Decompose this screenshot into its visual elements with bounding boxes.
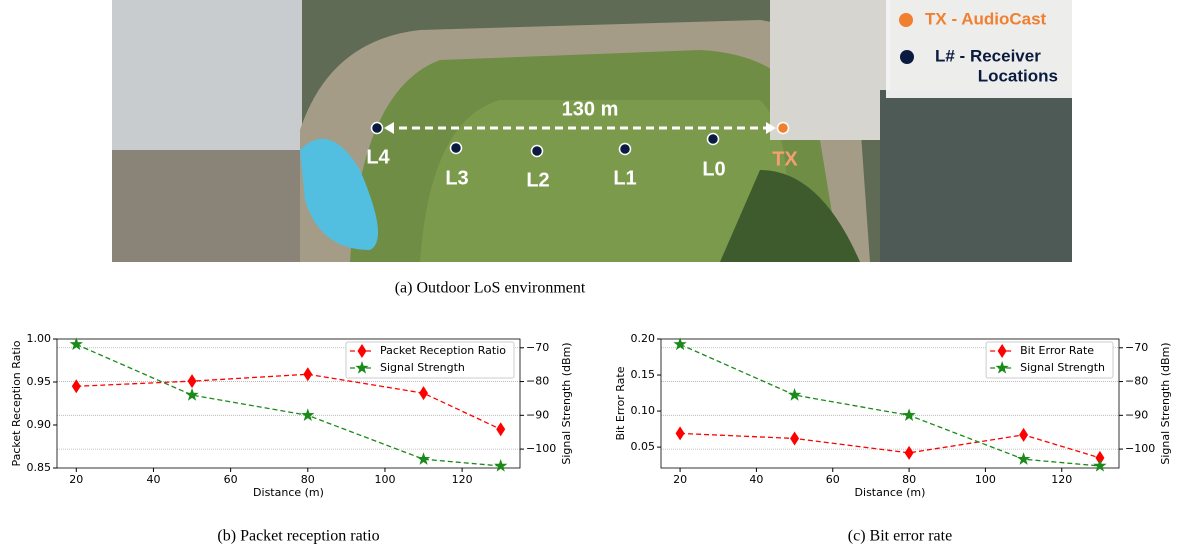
x-tick-label: 120 bbox=[452, 473, 473, 486]
location-label: L2 bbox=[526, 169, 549, 191]
y-axis-title: Packet Reception Ratio bbox=[10, 340, 23, 466]
y2-tick-label: −90 bbox=[1125, 408, 1148, 421]
legend-tx: TX - AudioCast bbox=[925, 9, 1047, 28]
x-tick-label: 80 bbox=[902, 473, 916, 486]
legend-marker bbox=[997, 344, 1007, 358]
location-label: L4 bbox=[366, 146, 390, 168]
distance-label: 130 m bbox=[562, 98, 619, 120]
y2-tick-label: −70 bbox=[526, 341, 549, 354]
x-tick-label: 120 bbox=[1051, 473, 1072, 486]
x-tick-label: 100 bbox=[374, 473, 395, 486]
x-tick-label: 40 bbox=[146, 473, 160, 486]
x-tick-label: 80 bbox=[301, 473, 315, 486]
caption: (c) Bit error rate bbox=[848, 528, 952, 545]
data-point bbox=[71, 379, 81, 394]
legend-box bbox=[345, 341, 515, 379]
x-tick-label: 60 bbox=[826, 473, 840, 486]
location-label: L0 bbox=[702, 158, 725, 180]
data-point bbox=[496, 422, 506, 437]
data-point bbox=[787, 388, 802, 401]
series-line bbox=[680, 432, 1101, 459]
location-label: L1 bbox=[613, 167, 636, 189]
x-tick-label: 40 bbox=[749, 473, 763, 486]
data-point bbox=[1095, 450, 1105, 465]
y2-tick-label: −80 bbox=[1125, 375, 1148, 388]
legend-label: Signal Strength bbox=[380, 361, 465, 374]
legend-marker bbox=[995, 361, 1009, 374]
x-axis-title: Distance (m) bbox=[855, 486, 926, 499]
legend: Packet Reception Ratio Signal Strength bbox=[345, 341, 515, 379]
x-tick-label: 100 bbox=[975, 473, 996, 486]
plot-frame bbox=[660, 338, 1120, 469]
data-point bbox=[494, 458, 508, 472]
data-point bbox=[187, 374, 197, 389]
y2-tick-label: −90 bbox=[526, 408, 549, 421]
caption: (a) Outdoor LoS environment bbox=[395, 280, 586, 297]
y-tick-label: 0.95 bbox=[27, 375, 52, 388]
y2-axis-title: Signal Strength (dBm) bbox=[560, 342, 573, 464]
x-tick-label: 20 bbox=[69, 473, 83, 486]
data-point bbox=[1019, 427, 1029, 442]
y2-tick-label: −100 bbox=[526, 442, 556, 455]
aerial-photo bbox=[112, 0, 1072, 262]
y-tick-label: 1.00 bbox=[27, 332, 52, 345]
series-line bbox=[76, 373, 501, 430]
legend: Bit Error Rate Signal Strength bbox=[985, 341, 1114, 379]
y-tick-label: 0.90 bbox=[27, 418, 52, 431]
data-point bbox=[185, 388, 199, 401]
data-point bbox=[69, 337, 83, 351]
data-point bbox=[673, 337, 687, 351]
legend-marker bbox=[357, 344, 367, 358]
location-label: L3 bbox=[445, 167, 468, 189]
legend-box bbox=[985, 341, 1114, 379]
legend-label: Packet Reception Ratio bbox=[380, 344, 506, 357]
legend-marker bbox=[355, 361, 369, 374]
data-point bbox=[790, 431, 800, 446]
data-point bbox=[419, 386, 429, 401]
data-point bbox=[416, 452, 431, 465]
legend-label: Bit Error Rate bbox=[1020, 344, 1094, 357]
data-point bbox=[303, 367, 313, 382]
data-point bbox=[301, 408, 315, 421]
y2-axis-title: Signal Strength (dBm) bbox=[1159, 342, 1172, 464]
y-tick-label: 0.20 bbox=[631, 332, 656, 345]
y2-tick-label: −80 bbox=[526, 375, 549, 388]
y2-tick-label: −100 bbox=[1125, 442, 1155, 455]
plot-frame bbox=[56, 338, 521, 469]
data-point bbox=[1093, 458, 1107, 472]
y2-tick-label: −70 bbox=[1125, 341, 1148, 354]
y-tick-label: 0.85 bbox=[27, 461, 52, 474]
legend-rx: L# - Receiver bbox=[935, 46, 1041, 65]
x-axis-title: Distance (m) bbox=[253, 486, 324, 499]
y-tick-label: 0.15 bbox=[631, 368, 656, 381]
x-tick-label: 60 bbox=[224, 473, 238, 486]
legend-label: Signal Strength bbox=[1020, 361, 1105, 374]
data-point bbox=[902, 408, 916, 421]
x-tick-label: 20 bbox=[673, 473, 687, 486]
legend-rx: Locations bbox=[978, 66, 1058, 85]
data-point bbox=[1016, 452, 1031, 465]
data-point bbox=[904, 445, 914, 460]
location-label: TX bbox=[772, 148, 798, 170]
y-tick-label: 0.05 bbox=[631, 440, 656, 453]
y-axis-title: Bit Error Rate bbox=[614, 366, 627, 440]
y-tick-label: 0.10 bbox=[631, 404, 656, 417]
data-point bbox=[675, 426, 685, 441]
caption: (b) Packet reception ratio bbox=[217, 528, 379, 545]
